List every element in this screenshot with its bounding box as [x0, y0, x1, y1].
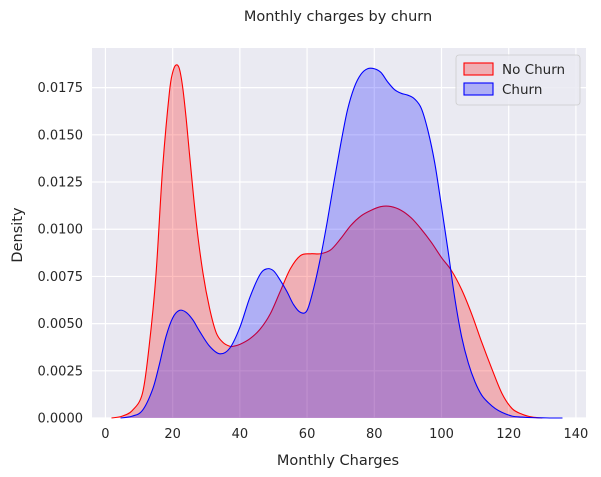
series-area-1 [120, 68, 563, 418]
legend: No Churn Churn [455, 54, 581, 106]
series-line-0 [111, 64, 543, 419]
x-tick-label: 60 [299, 427, 316, 442]
y-tick-label: 0.0175 [38, 81, 84, 96]
y-tick-label: 0.0050 [38, 317, 84, 332]
x-tick-label: 80 [366, 427, 383, 442]
series-line-1 [120, 67, 563, 419]
legend-swatch-bg [464, 63, 493, 75]
y-tick-labels: 0.0000 0.0025 0.0050 0.0075 0.0100 0.0125 0.01… [38, 81, 84, 426]
x-axis-label: Monthly Charges [277, 453, 399, 469]
y-axis-label: Density [10, 207, 26, 263]
legend-label: No Churn [502, 62, 565, 78]
y-tick-label: 0.0075 [38, 270, 84, 285]
x-tick-label: 120 [496, 427, 521, 442]
legend-label: Churn [502, 82, 542, 98]
x-tick-label: 0 [101, 427, 109, 442]
density-areas [111, 64, 563, 419]
grid-lines [92, 48, 586, 419]
series-area-0 [111, 64, 543, 418]
plot-background [92, 48, 586, 418]
y-tick-label: 0.0125 [38, 176, 84, 191]
x-tick-label: 140 [564, 427, 589, 442]
x-tick-label: 20 [164, 427, 181, 442]
y-tick-label: 0.0150 [38, 128, 84, 143]
x-tick-label: 40 [232, 427, 249, 442]
legend-swatch [463, 62, 494, 76]
legend-swatch-bg [464, 83, 493, 95]
y-tick-label: 0.0025 [38, 364, 84, 379]
x-tick-labels: 0 20 40 60 80 100 120 140 [101, 427, 588, 442]
legend-swatch [463, 82, 494, 96]
y-tick-label: 0.0100 [38, 223, 84, 238]
x-tick-label: 100 [429, 427, 454, 442]
chart-title: Monthly charges by churn [244, 9, 432, 25]
y-tick-label: 0.0000 [38, 412, 84, 427]
